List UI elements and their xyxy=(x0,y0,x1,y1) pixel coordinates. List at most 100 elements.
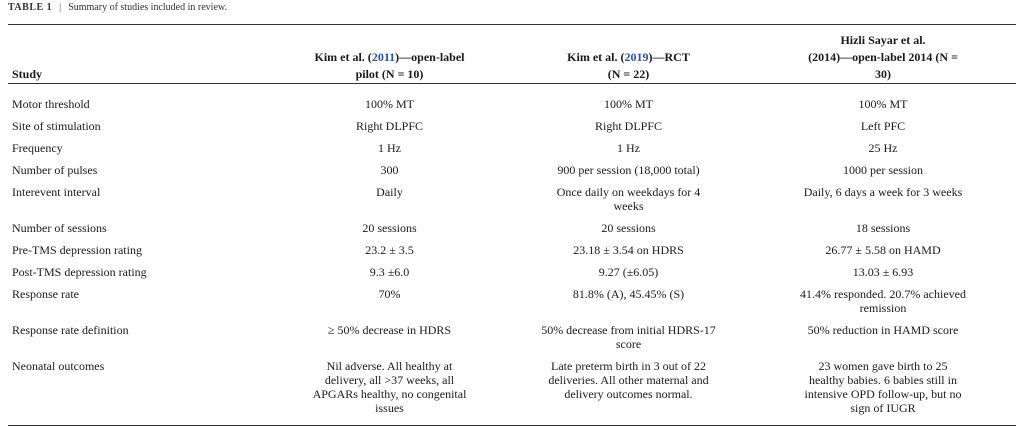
summary-table: Study Kim et al. (2011)—open-label pilot… xyxy=(8,24,1016,421)
cell-line: 25 Hz xyxy=(868,141,898,155)
table-cell: 9.27 (±6.05) xyxy=(507,257,750,279)
table-number: TABLE 1 xyxy=(8,2,53,13)
cell-line: remission xyxy=(859,301,907,315)
top-rule xyxy=(8,24,1016,25)
header-kim-2011-line-1: Kim et al. (2011)—open-label xyxy=(314,50,465,64)
cell-line: 70% xyxy=(378,287,401,301)
table-cell: 100% MT xyxy=(507,89,750,111)
header-kim-2019: Kim et al. (2019)—RCT (N = 22) xyxy=(507,24,750,89)
citation-link-2019[interactable]: 2019 xyxy=(624,50,649,64)
table-cell: 26.77 ± 5.58 on HAMD xyxy=(750,235,1016,257)
citation-link-2011[interactable]: 2011 xyxy=(371,50,396,64)
cell-line: 50% decrease from initial HDRS-17 xyxy=(541,323,716,337)
cell-line: 23.2 ± 3.5 xyxy=(365,243,414,257)
cell-line: 300 xyxy=(380,163,399,177)
table-cell: 41.4% responded. 20.7% achieved remission xyxy=(750,279,1016,315)
cell-line: delivery, all >37 weeks, all xyxy=(324,373,455,387)
table-cell: 23.2 ± 3.5 xyxy=(272,235,507,257)
cell-line: 23 women gave birth to 25 xyxy=(818,359,948,373)
cell-line: 1 Hz xyxy=(617,141,640,155)
table-cell: Nil adverse. All healthy at delivery, all… xyxy=(272,351,507,421)
table-cell: 1000 per session xyxy=(750,155,1016,177)
table-row: Frequency 1 Hz 1 Hz 25 Hz xyxy=(8,133,1016,155)
table-cell: Right DLPFC xyxy=(272,111,507,133)
table-cell: Daily xyxy=(272,177,507,213)
row-label: Site of stimulation xyxy=(12,119,101,133)
cell-line: 1 Hz xyxy=(378,141,401,155)
cell-line: 50% reduction in HAMD score xyxy=(807,323,959,337)
table-row: Neonatal outcomes Nil adverse. All health… xyxy=(8,351,1016,421)
row-label: Interevent interval xyxy=(12,185,101,199)
cell-line: Nil adverse. All healthy at xyxy=(326,359,453,373)
cell-line: Right DLPFC xyxy=(355,119,424,133)
cell-line: sign of IUGR xyxy=(850,401,916,415)
table-row: Number of sessions 20 sessions 20 sessions… xyxy=(8,213,1016,235)
table-row: Response rate 70% 81.8% (A), 45.45% (S) 41.… xyxy=(8,279,1016,315)
cell-line: delivery outcomes normal. xyxy=(564,387,693,401)
table-cell: 23 women gave birth to 25 healthy babies.… xyxy=(750,351,1016,421)
row-label: Number of sessions xyxy=(12,221,107,235)
header-hizli-line-1: Hizli Sayar et al. xyxy=(840,33,926,47)
cell-line: 41.4% responded. 20.7% achieved xyxy=(800,287,966,301)
table-cell: 25 Hz xyxy=(750,133,1016,155)
table-cell: 50% reduction in HAMD score xyxy=(750,315,1016,351)
cell-line: 20 sessions xyxy=(362,221,417,235)
cell-line: Late preterm birth in 3 out of 22 xyxy=(551,359,706,373)
table-row: Pre-TMS depression rating 23.2 ± 3.5 23.18… xyxy=(8,235,1016,257)
row-label: Post-TMS depression rating xyxy=(12,265,147,279)
cell-line: 13.03 ± 6.93 xyxy=(852,265,914,279)
table-cell: 50% decrease from initial HDRS-17 score xyxy=(507,315,750,351)
cell-line: 100% MT xyxy=(365,97,414,111)
cell-line: 9.27 (±6.05) xyxy=(598,265,659,279)
row-label: Response rate xyxy=(12,287,79,301)
header-kim-2019-line-1: Kim et al. (2019)—RCT xyxy=(567,50,690,64)
row-label: Frequency xyxy=(12,141,63,155)
cell-line: Once daily on weekdays for 4 xyxy=(556,185,701,199)
table-cell: 23.18 ± 3.54 on HDRS xyxy=(507,235,750,257)
header-row: Study Kim et al. (2011)—open-label pilot… xyxy=(8,24,1016,89)
table-cell: Right DLPFC xyxy=(507,111,750,133)
row-label: Number of pulses xyxy=(12,163,98,177)
header-study: Study xyxy=(12,67,43,81)
cell-line: healthy babies. 6 babies still in xyxy=(809,373,957,387)
table-body: Motor threshold 100% MT 100% MT 100% MT Site… xyxy=(8,89,1016,421)
cell-line: 100% MT xyxy=(858,97,908,111)
table-row: Number of pulses 300 900 per session (18,0… xyxy=(8,155,1016,177)
table-cell: 70% xyxy=(272,279,507,315)
cell-line: 26.77 ± 5.58 on HAMD xyxy=(825,243,941,257)
table-cell: 20 sessions xyxy=(507,213,750,235)
table-row: Interevent interval Daily Once daily on we… xyxy=(8,177,1016,213)
cell-line: APGARs healthy, no congenital xyxy=(312,387,467,401)
cell-line: 81.8% (A), 45.45% (S) xyxy=(572,287,685,301)
caption-separator: | xyxy=(59,2,62,13)
table-cell: Late preterm birth in 3 out of 22 deliver… xyxy=(507,351,750,421)
table-cell: 81.8% (A), 45.45% (S) xyxy=(507,279,750,315)
table-cell: 900 per session (18,000 total) xyxy=(507,155,750,177)
cell-line: Right DLPFC xyxy=(594,119,663,133)
table-cell: 18 sessions xyxy=(750,213,1016,235)
cell-line: 9.3 ±6.0 xyxy=(369,265,410,279)
header-hizli-line-3: 30) xyxy=(875,67,891,81)
cell-line: weeks xyxy=(613,199,644,213)
row-label: Neonatal outcomes xyxy=(12,359,105,373)
table-row: Motor threshold 100% MT 100% MT 100% MT xyxy=(8,89,1016,111)
table-cell: Left PFC xyxy=(750,111,1016,133)
header-kim-2011: Kim et al. (2011)—open-label pilot (N = … xyxy=(272,24,507,89)
cell-line: 100% MT xyxy=(604,97,653,111)
header-hizli-sayar-2014: Hizli Sayar et al. (2014)—open-label 201… xyxy=(750,24,1016,89)
header-kim-2019-line-2: (N = 22) xyxy=(607,67,650,81)
row-label: Pre-TMS depression rating xyxy=(12,243,142,257)
table-title: Summary of studies included in review. xyxy=(68,2,227,13)
table-cell: 20 sessions xyxy=(272,213,507,235)
cell-line: ≥ 50% decrease in HDRS xyxy=(327,323,452,337)
cell-line: Daily, 6 days a week for 3 weeks xyxy=(803,185,963,199)
cell-line: 23.18 ± 3.54 on HDRS xyxy=(573,243,684,257)
table-cell: Once daily on weekdays for 4 weeks xyxy=(507,177,750,213)
table-cell: Daily, 6 days a week for 3 weeks xyxy=(750,177,1016,213)
table-cell: ≥ 50% decrease in HDRS xyxy=(272,315,507,351)
cell-line: 20 sessions xyxy=(601,221,656,235)
row-label: Motor threshold xyxy=(12,97,90,111)
table-cell: 100% MT xyxy=(272,89,507,111)
table-row: Post-TMS depression rating 9.3 ±6.0 9.27 (… xyxy=(8,257,1016,279)
